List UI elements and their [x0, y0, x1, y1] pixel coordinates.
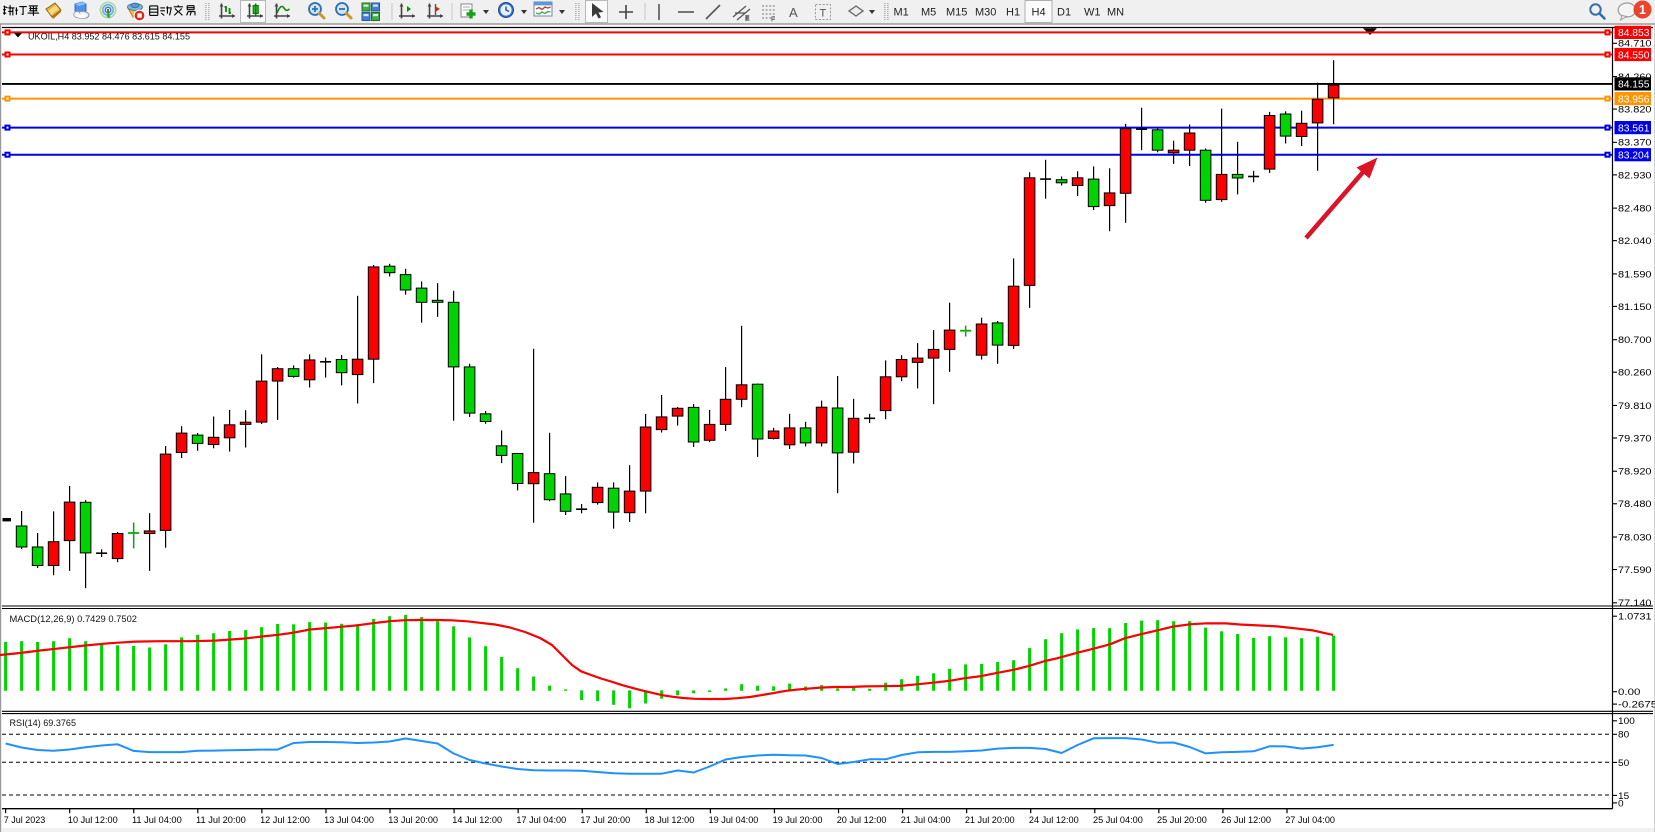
svg-text:77.140: 77.140 [1618, 598, 1652, 609]
svg-text:20 Jul 12:00: 20 Jul 12:00 [837, 815, 887, 825]
svg-text:78.030: 78.030 [1618, 532, 1652, 543]
svg-text:MACD(12,26,9) 0.7429 0.7502: MACD(12,26,9) 0.7429 0.7502 [10, 613, 138, 624]
svg-text:84.710: 84.710 [1618, 39, 1652, 50]
svg-text:83.204: 83.204 [1618, 151, 1650, 162]
svg-text:80.700: 80.700 [1618, 335, 1652, 346]
svg-text:H4: H4 [1032, 7, 1046, 19]
svg-text:81.590: 81.590 [1618, 269, 1652, 280]
svg-text:10 Jul 12:00: 10 Jul 12:00 [68, 815, 118, 825]
svg-text:0: 0 [1618, 798, 1624, 809]
svg-text:-0.2675: -0.2675 [1618, 700, 1655, 711]
svg-text:1: 1 [1639, 3, 1646, 17]
svg-text:19 Jul 04:00: 19 Jul 04:00 [709, 815, 759, 825]
svg-text:77.590: 77.590 [1618, 565, 1652, 576]
svg-text:MN: MN [1107, 7, 1124, 19]
svg-text:RSI(14) 69.3765: RSI(14) 69.3765 [10, 717, 77, 728]
svg-text:21 Jul 20:00: 21 Jul 20:00 [965, 815, 1015, 825]
svg-text:81.150: 81.150 [1618, 302, 1652, 313]
svg-text:100: 100 [1618, 716, 1635, 727]
svg-text:12 Jul 12:00: 12 Jul 12:00 [260, 815, 310, 825]
svg-text:82.040: 82.040 [1618, 236, 1652, 247]
svg-text:13 Jul 20:00: 13 Jul 20:00 [388, 815, 438, 825]
svg-text:83.370: 83.370 [1618, 138, 1652, 149]
svg-text:11 Jul 20:00: 11 Jul 20:00 [196, 815, 246, 825]
svg-text:27 Jul 04:00: 27 Jul 04:00 [1285, 815, 1335, 825]
svg-text:83.956: 83.956 [1618, 94, 1650, 105]
svg-text:25 Jul 20:00: 25 Jul 20:00 [1157, 815, 1207, 825]
svg-text:83.820: 83.820 [1618, 104, 1652, 115]
svg-text:A: A [789, 5, 798, 20]
svg-text:M15: M15 [946, 7, 967, 19]
svg-text:80.260: 80.260 [1618, 368, 1652, 379]
svg-text:F: F [771, 17, 775, 24]
svg-text:1.0731: 1.0731 [1618, 612, 1652, 623]
svg-text:78.920: 78.920 [1618, 467, 1652, 478]
svg-text:13 Jul 04:00: 13 Jul 04:00 [324, 815, 374, 825]
svg-text:82.930: 82.930 [1618, 170, 1652, 181]
svg-text:W1: W1 [1084, 7, 1101, 19]
svg-text:D1: D1 [1057, 7, 1071, 19]
svg-text:7 Jul 2023: 7 Jul 2023 [4, 815, 46, 825]
svg-text:25 Jul 04:00: 25 Jul 04:00 [1093, 815, 1143, 825]
svg-text:E: E [745, 15, 750, 22]
svg-text:H1: H1 [1006, 7, 1020, 19]
svg-text:T: T [820, 8, 827, 20]
svg-text:26 Jul 12:00: 26 Jul 12:00 [1221, 815, 1271, 825]
svg-text:M30: M30 [975, 7, 996, 19]
svg-text:84.155: 84.155 [1618, 80, 1650, 91]
svg-text:50: 50 [1618, 758, 1629, 769]
svg-text:M5: M5 [921, 7, 936, 19]
svg-text:UKOIL,H4 83.952 84.476 83.615: UKOIL,H4 83.952 84.476 83.615 84.155 [28, 30, 190, 41]
svg-text:24 Jul 12:00: 24 Jul 12:00 [1029, 815, 1079, 825]
svg-text:82.480: 82.480 [1618, 204, 1652, 215]
svg-text:79.810: 79.810 [1618, 401, 1652, 412]
svg-text:0.00: 0.00 [1618, 687, 1640, 698]
svg-text:83.561: 83.561 [1618, 123, 1650, 134]
svg-text:17 Jul 20:00: 17 Jul 20:00 [580, 815, 630, 825]
svg-text:E: E [745, 16, 750, 23]
svg-text:M1: M1 [894, 7, 909, 19]
svg-text:84.853: 84.853 [1618, 28, 1650, 39]
svg-text:79.370: 79.370 [1618, 433, 1652, 444]
svg-text:80: 80 [1618, 730, 1629, 741]
svg-text:19 Jul 20:00: 19 Jul 20:00 [773, 815, 823, 825]
svg-text:17 Jul 04:00: 17 Jul 04:00 [516, 815, 566, 825]
svg-text:21 Jul 04:00: 21 Jul 04:00 [901, 815, 951, 825]
svg-text:11 Jul 04:00: 11 Jul 04:00 [132, 815, 182, 825]
svg-text:78.480: 78.480 [1618, 499, 1652, 510]
svg-text:15: 15 [1618, 791, 1629, 802]
svg-text:18 Jul 12:00: 18 Jul 12:00 [645, 815, 695, 825]
svg-text:14 Jul 12:00: 14 Jul 12:00 [452, 815, 502, 825]
svg-text:84.550: 84.550 [1618, 50, 1650, 61]
